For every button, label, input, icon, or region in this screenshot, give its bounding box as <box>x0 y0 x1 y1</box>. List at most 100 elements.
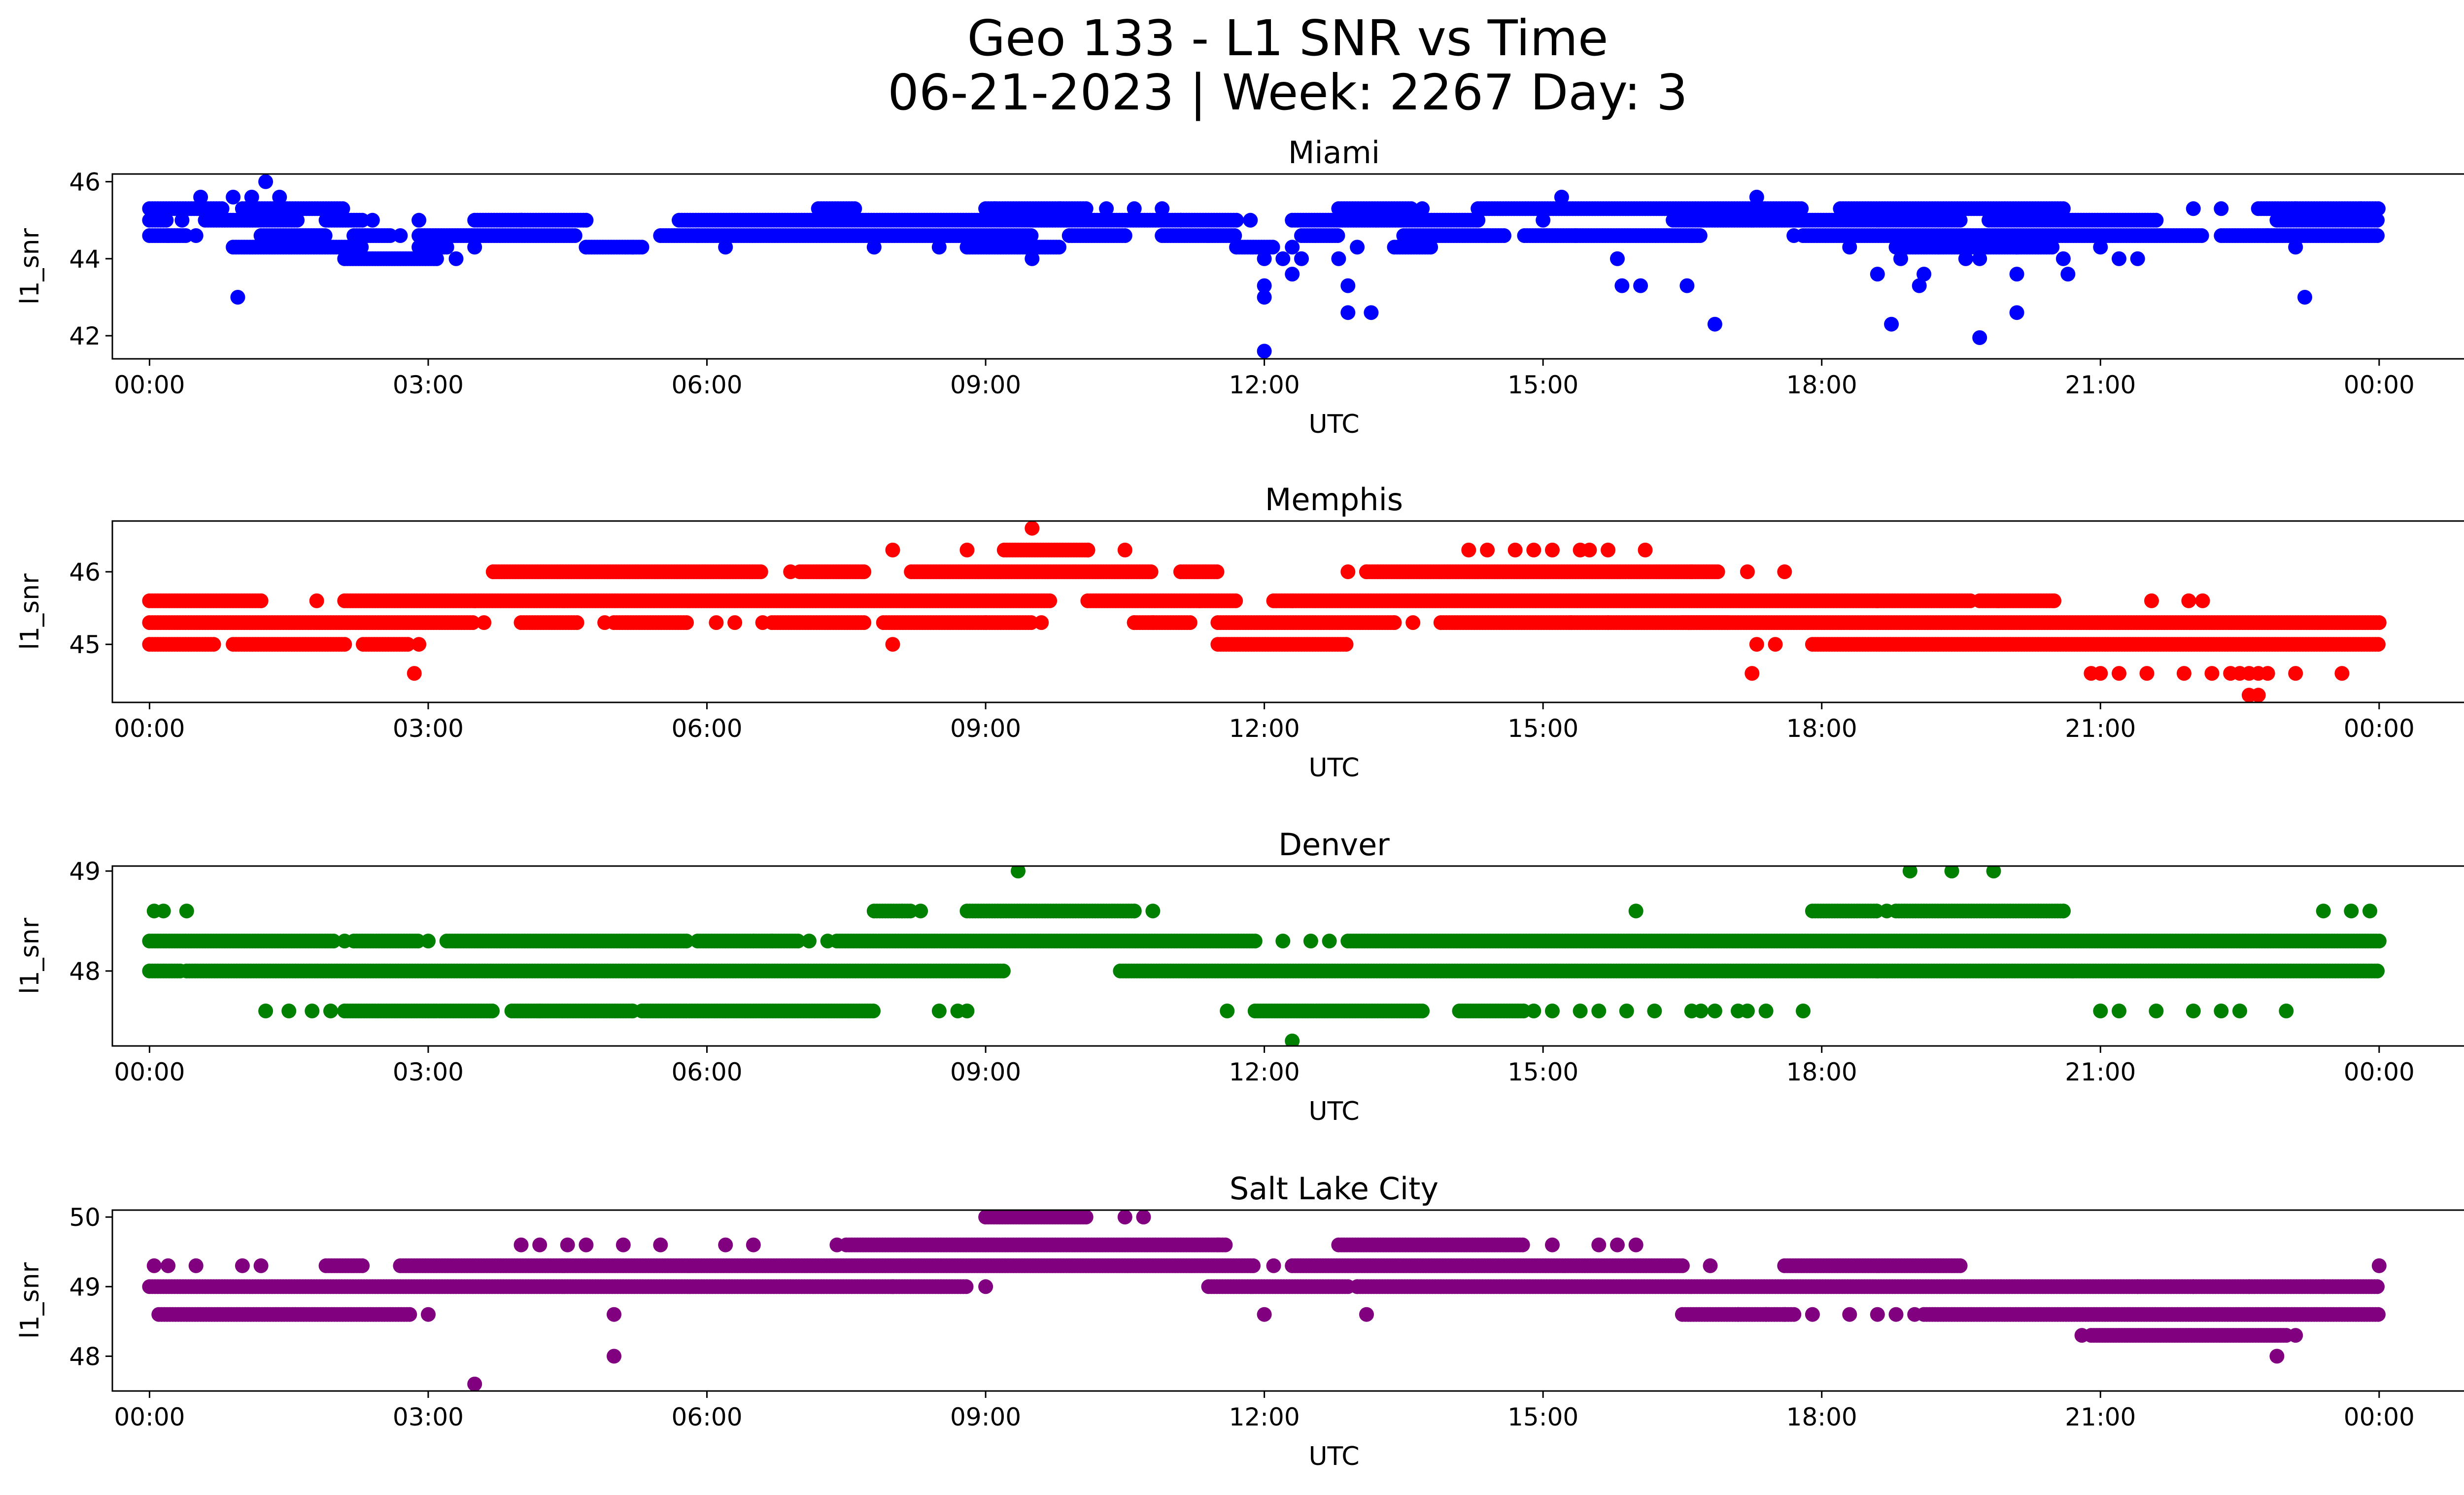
data-point <box>1117 228 1132 243</box>
data-point <box>1526 542 1541 557</box>
data-point <box>1405 615 1421 630</box>
data-point <box>1568 228 1583 243</box>
data-point <box>1350 240 1365 255</box>
data-point <box>1480 228 1495 243</box>
data-point <box>1285 593 1300 608</box>
data-point <box>1034 615 1049 630</box>
data-point <box>1916 267 1932 282</box>
subplot-miami: 00:00 03:00 06:00 09:00 12:00 15:00 18:00 21:00… <box>15 135 2464 439</box>
data-point <box>2251 688 2266 702</box>
x-tick-label: 21:00 <box>2065 714 2136 743</box>
x-tick-label: 06:00 <box>671 371 742 399</box>
data-point <box>1614 278 1630 293</box>
data-point <box>579 212 594 228</box>
x-tick-label: 12:00 <box>1229 371 1300 399</box>
data-point <box>354 240 369 255</box>
data-point <box>1052 201 1067 216</box>
data-point <box>679 934 694 949</box>
x-tick-label: 15:00 <box>1507 371 1578 399</box>
data-point <box>1024 228 1039 243</box>
data-point <box>1507 542 1523 557</box>
data-point <box>987 201 1002 216</box>
data-point <box>847 201 862 216</box>
data-point <box>2009 267 2024 282</box>
data-point <box>2181 593 2196 608</box>
data-point <box>1745 666 1760 681</box>
data-point <box>718 240 733 255</box>
data-point <box>1209 564 1225 579</box>
data-point <box>272 189 287 205</box>
data-point <box>1952 212 1968 228</box>
data-point <box>1331 251 1346 266</box>
data-point <box>866 240 882 255</box>
x-tick-label: 00:00 <box>114 371 185 399</box>
data-point <box>2353 201 2368 216</box>
data-point <box>1480 542 1495 557</box>
data-point <box>206 637 221 652</box>
data-point <box>477 615 492 630</box>
data-point <box>393 228 408 243</box>
subplot-denver: 00:00 03:00 06:00 09:00 12:00 15:00 18:00 21:00… <box>15 827 2464 1126</box>
data-point <box>1684 228 1699 243</box>
data-point <box>467 593 482 608</box>
x-tick-label: 06:00 <box>671 714 742 743</box>
x-tick-label: 09:00 <box>950 371 1021 399</box>
data-point <box>178 228 193 243</box>
data-point <box>1497 228 1511 243</box>
data-point <box>1707 316 1722 332</box>
x-tick-label: 00:00 <box>2344 371 2415 399</box>
data-point <box>439 240 454 255</box>
scatter-series <box>142 521 2387 702</box>
data-point <box>513 212 529 228</box>
data-point <box>1403 201 1419 216</box>
data-point <box>1285 240 1300 255</box>
data-point <box>1127 615 1142 630</box>
x-tick-label: 09:00 <box>950 714 1021 743</box>
data-point <box>1340 564 1356 579</box>
data-point <box>1898 240 1913 255</box>
data-point <box>1777 564 1792 579</box>
data-point <box>1243 212 1258 228</box>
data-point <box>2093 666 2108 681</box>
data-point <box>783 564 798 579</box>
data-point <box>1710 564 1725 579</box>
data-point <box>1080 542 1095 557</box>
data-point <box>709 615 724 630</box>
x-tick-label: 03:00 <box>393 371 464 399</box>
data-point <box>326 934 341 949</box>
data-point <box>1052 240 1066 255</box>
data-point <box>1145 615 1161 630</box>
data-point <box>1182 615 1198 630</box>
x-tick-label: 21:00 <box>2065 371 2136 399</box>
data-point <box>1415 201 1430 216</box>
y-tick-label: 45 <box>69 630 101 659</box>
data-point <box>161 228 176 243</box>
data-point <box>1461 542 1476 557</box>
data-point <box>1155 201 1170 216</box>
data-point <box>2370 212 2385 228</box>
data-point <box>1794 201 1809 216</box>
data-point <box>1025 251 1040 266</box>
data-point <box>2045 240 2060 255</box>
x-tick-label: 12:00 <box>1229 714 1300 743</box>
data-point <box>1990 593 2006 608</box>
data-point <box>1340 305 1356 320</box>
data-point <box>317 228 333 243</box>
data-point <box>2288 666 2303 681</box>
x-axis-label: UTC <box>1308 410 1359 439</box>
data-point <box>1364 305 1379 320</box>
data-point <box>2093 240 2108 255</box>
data-point <box>1679 278 1695 293</box>
data-point <box>2139 666 2155 681</box>
data-point <box>2370 201 2386 216</box>
data-point <box>226 189 241 205</box>
data-point <box>2055 201 2071 216</box>
data-point <box>1294 251 1309 266</box>
data-point <box>258 174 274 189</box>
data-point <box>365 212 380 228</box>
data-point <box>1025 521 1040 536</box>
data-point <box>1601 542 1616 557</box>
data-point <box>1749 189 1764 205</box>
data-point <box>2176 666 2191 681</box>
x-tick-label: 18:00 <box>1786 714 1857 743</box>
